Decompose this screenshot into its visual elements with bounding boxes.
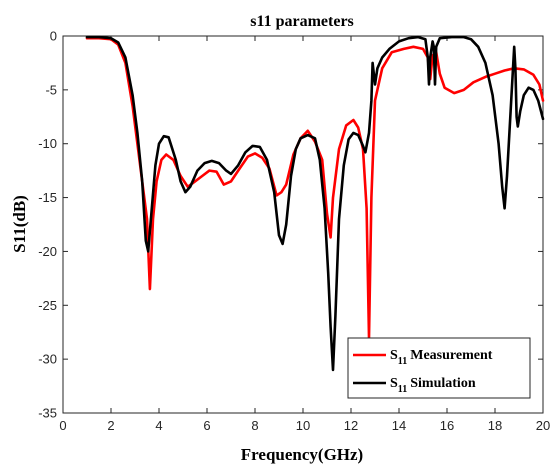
y-tick-label: -10 — [38, 136, 57, 151]
y-tick-label: -25 — [38, 298, 57, 313]
x-axis-title: Frequency(GHz) — [241, 445, 363, 464]
x-tick-label: 0 — [59, 418, 66, 433]
legend: S11 Measurement S11 Simulation — [347, 337, 531, 399]
axis-ticks: 0 2 4 6 8 10 12 14 16 18 20 0 -5 -10 -15 -20 -25 -30 -35 — [38, 29, 550, 434]
legend-box — [347, 337, 531, 399]
y-tick-label: -35 — [38, 406, 57, 421]
x-tick-label: 12 — [344, 418, 358, 433]
x-tick-label: 10 — [296, 418, 310, 433]
y-tick-label: -5 — [45, 82, 57, 97]
x-tick-label: 8 — [251, 418, 258, 433]
y-axis-title: S11(dB) — [10, 195, 29, 253]
x-tick-label: 6 — [203, 418, 210, 433]
x-tick-label: 18 — [488, 418, 502, 433]
x-tick-label: 14 — [392, 418, 406, 433]
y-tick-label: 0 — [50, 29, 57, 44]
legend-label: S11 Measurement — [390, 348, 493, 367]
y-tick-label: -15 — [38, 190, 57, 205]
x-tick-label: 20 — [536, 418, 550, 433]
legend-label: S11 Simulation — [390, 376, 476, 395]
y-tick-label: -30 — [38, 352, 57, 367]
x-tick-label: 4 — [155, 418, 162, 433]
x-tick-label: 2 — [107, 418, 114, 433]
y-tick-label: -20 — [38, 244, 57, 259]
chart-title: s11 parameters — [250, 13, 354, 30]
series-lines — [85, 35, 545, 372]
x-tick-label: 16 — [440, 418, 454, 433]
series-line-simulation — [85, 35, 545, 372]
